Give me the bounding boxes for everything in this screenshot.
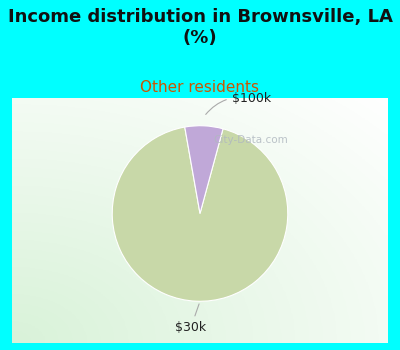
Text: City-Data.com: City-Data.com: [214, 135, 288, 145]
Text: Income distribution in Brownsville, LA
(%): Income distribution in Brownsville, LA (…: [8, 8, 392, 47]
Text: $100k: $100k: [206, 92, 271, 114]
Text: $30k: $30k: [175, 304, 206, 334]
Text: Other residents: Other residents: [140, 80, 260, 95]
Wedge shape: [112, 127, 288, 301]
Wedge shape: [185, 126, 223, 214]
